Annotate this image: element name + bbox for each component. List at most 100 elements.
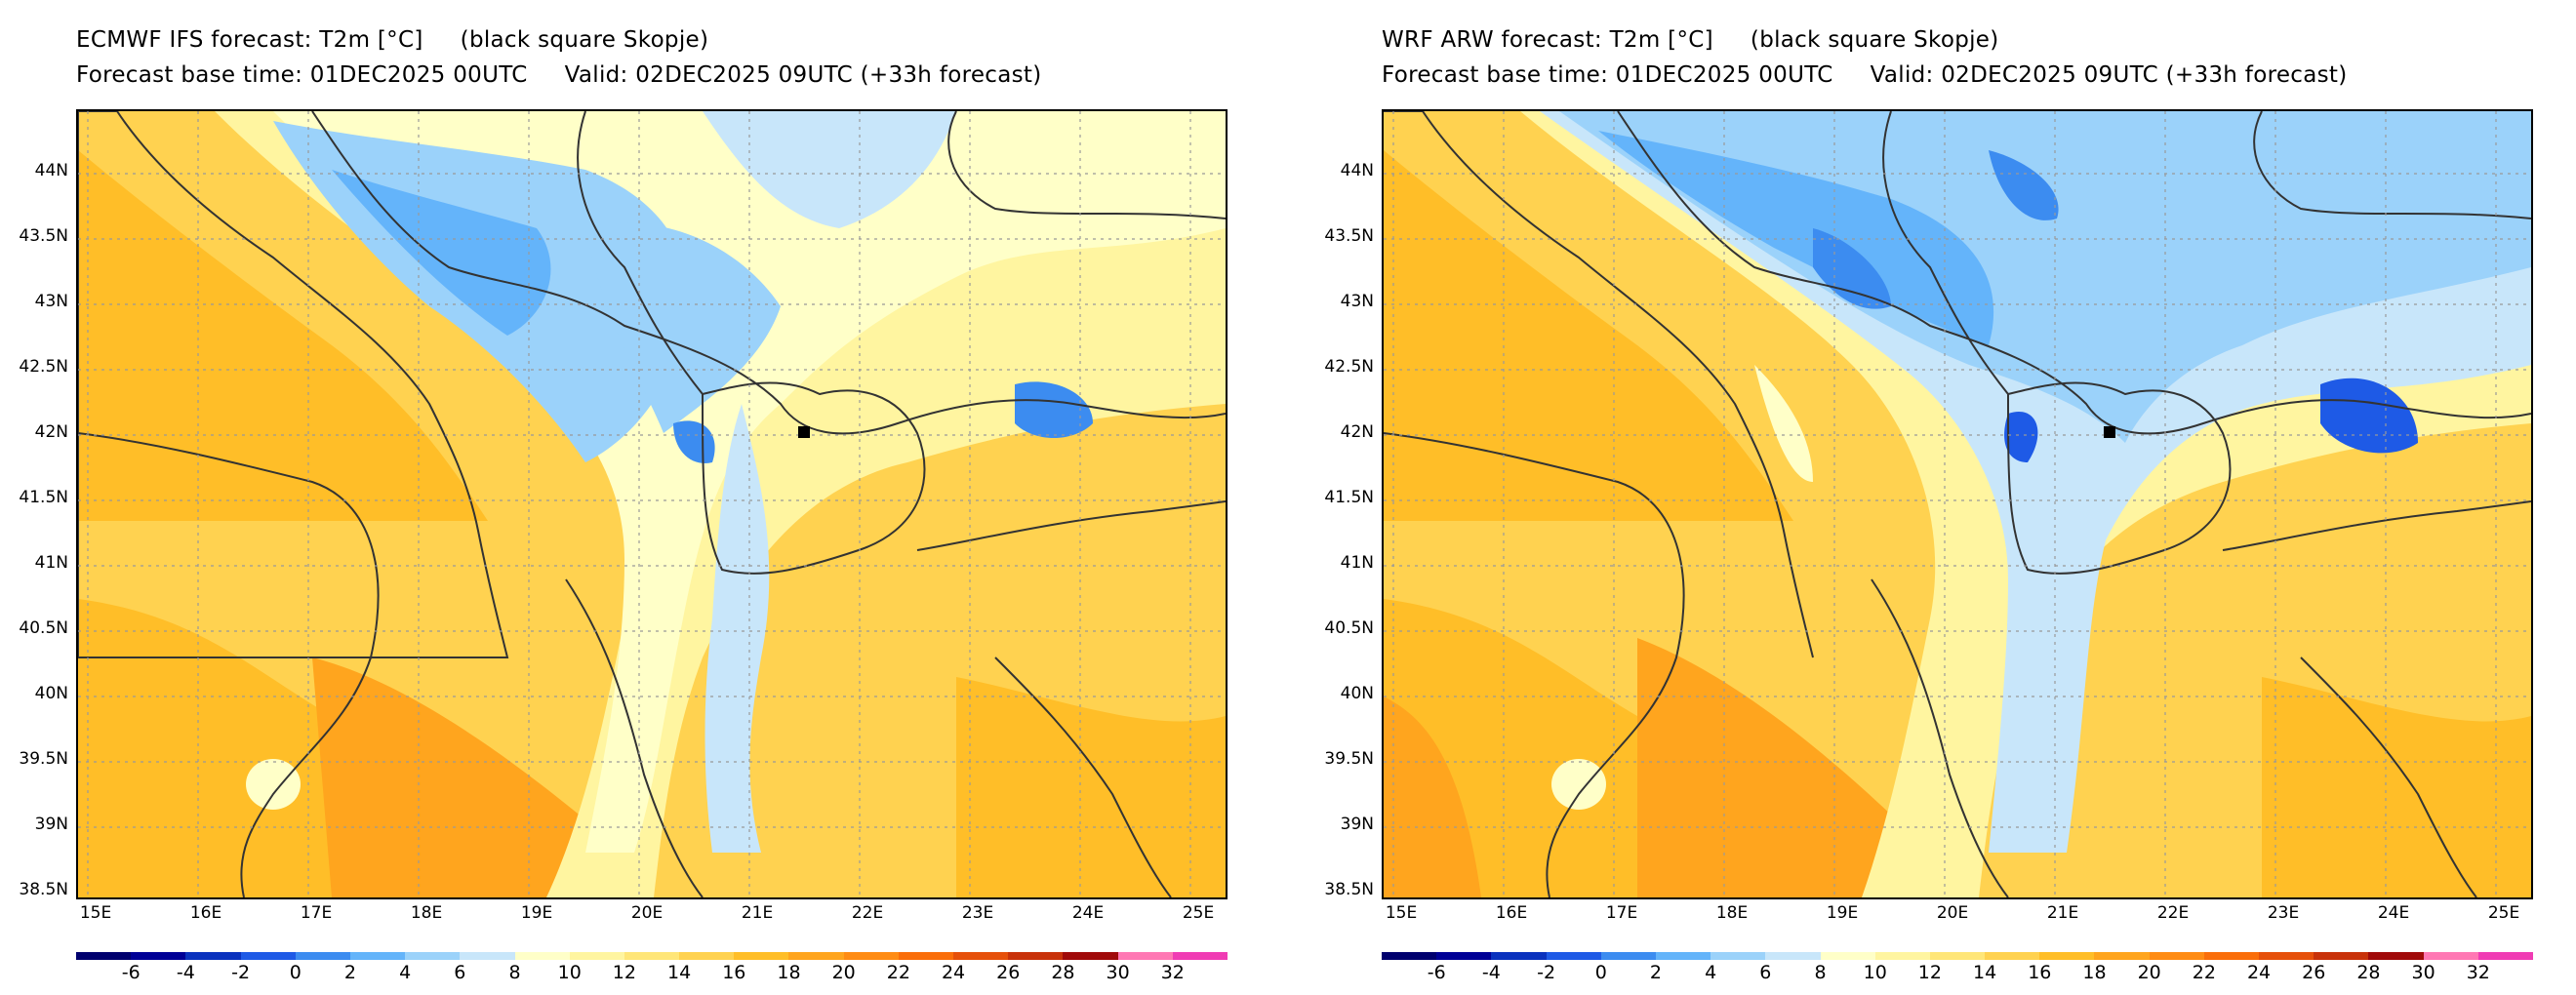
lon-label: 17E [1605, 903, 1638, 923]
colorbar-label: 8 [508, 962, 521, 983]
colorbar-swatch [624, 952, 680, 960]
lon-label: 25E [1182, 903, 1215, 923]
colorbar-label: 4 [1705, 962, 1717, 983]
colorbar-swatch [788, 952, 844, 960]
colorbar-swatch [514, 952, 570, 960]
lat-label: 42.5N [19, 357, 68, 377]
coastline [78, 111, 509, 658]
colorbar-label: 18 [2082, 962, 2107, 983]
panel-subtitle: Forecast base time: 01DEC2025 00UTC Vali… [1382, 62, 2348, 88]
lat-label: 38.5N [1324, 880, 1374, 899]
colorbar-swatch [2259, 952, 2314, 960]
colorbar-swatch [460, 952, 515, 960]
lon-label: 19E [1826, 903, 1859, 923]
lat-label: 41.5N [19, 488, 68, 507]
colorbar-label: 22 [886, 962, 910, 983]
lon-label: 21E [2046, 903, 2079, 923]
colorbar-label: 20 [831, 962, 856, 983]
colorbar-swatch [2368, 952, 2424, 960]
colorbar-label: 0 [289, 962, 302, 983]
lon-label: 15E [79, 903, 112, 923]
colorbar-label: 32 [1160, 962, 1185, 983]
colorbar-swatch [2149, 952, 2204, 960]
lon-label: 16E [189, 903, 222, 923]
lat-label: 42.5N [1324, 357, 1374, 377]
colorbar-swatch [679, 952, 735, 960]
colorbar-swatch [898, 952, 953, 960]
colorbar-swatch [76, 952, 132, 960]
colorbar-label: 10 [557, 962, 582, 983]
lon-label: 24E [1071, 903, 1105, 923]
colorbar [76, 952, 1228, 960]
lon-label: 20E [630, 903, 664, 923]
skopje-marker [798, 426, 810, 438]
lon-label: 23E [961, 903, 994, 923]
colorbar-swatch [1874, 952, 1930, 960]
lat-label: 44N [1340, 161, 1374, 180]
colorbar-label: 12 [1917, 962, 1942, 983]
colorbar [1382, 952, 2533, 960]
colorbar-label: 28 [2356, 962, 2381, 983]
lat-label: 40.5N [19, 618, 68, 638]
lat-label: 38.5N [19, 880, 68, 899]
colorbar-label: 30 [1106, 962, 1130, 983]
colorbar-swatch [1382, 952, 1437, 960]
lat-label: 40N [1340, 684, 1374, 703]
panel-title: WRF ARW forecast: T2m [°C] (black square… [1382, 27, 1999, 53]
colorbar-swatch [2477, 952, 2533, 960]
colorbar-swatch [2314, 952, 2369, 960]
colorbar-swatch [1765, 952, 1821, 960]
lat-label: 40N [34, 684, 68, 703]
colorbar-label: 20 [2137, 962, 2161, 983]
lon-label: 20E [1936, 903, 1969, 923]
colorbar-label: 28 [1051, 962, 1075, 983]
lon-label: 23E [2267, 903, 2300, 923]
map-svg [1384, 111, 2531, 897]
lat-label: 39.5N [19, 749, 68, 769]
lat-label: 42N [1340, 422, 1374, 442]
lat-label: 39N [34, 815, 68, 834]
lat-label: 43.5N [1324, 226, 1374, 246]
panel-title: ECMWF IFS forecast: T2m [°C] (black squa… [76, 27, 709, 53]
colorbar-label: 16 [722, 962, 746, 983]
colorbar-swatch [2094, 952, 2150, 960]
colorbar-label: 4 [399, 962, 412, 983]
colorbar-label: 24 [941, 962, 966, 983]
colorbar-label: 10 [1863, 962, 1887, 983]
colorbar-label: 0 [1594, 962, 1607, 983]
colorbar-swatch [240, 952, 296, 960]
colorbar-swatch [734, 952, 789, 960]
colorbar-label: 6 [454, 962, 466, 983]
lon-label: 25E [2487, 903, 2520, 923]
colorbar-swatch [569, 952, 624, 960]
forecast-map [1382, 109, 2533, 899]
graticule [78, 111, 1226, 897]
colorbar-label: 18 [777, 962, 801, 983]
colorbar-swatch [1436, 952, 1492, 960]
forecast-map [76, 109, 1228, 899]
colorbar-label: -2 [231, 962, 251, 983]
colorbar-swatch [405, 952, 461, 960]
hot-region [312, 657, 624, 897]
lat-label: 41.5N [1324, 488, 1374, 507]
lon-label: 18E [410, 903, 443, 923]
colorbar-label: -6 [1427, 962, 1446, 983]
macedonia-border [701, 381, 926, 575]
colorbar-swatch [1008, 952, 1064, 960]
ecmwf-panel: ECMWF IFS forecast: T2m [°C] (black squa… [19, 27, 1228, 983]
colorbar-label: 26 [2302, 962, 2326, 983]
colorbar-swatch [1711, 952, 1766, 960]
lat-label: 39N [1340, 815, 1374, 834]
lat-label: 39.5N [1324, 749, 1374, 769]
lon-label: 19E [520, 903, 553, 923]
colorbar-label: 8 [1814, 962, 1827, 983]
colorbar-label: 2 [1649, 962, 1662, 983]
wrf-panel: WRF ARW forecast: T2m [°C] (black square… [1306, 0, 2576, 995]
colorbar-swatch [131, 952, 186, 960]
lat-label: 43N [1340, 292, 1374, 311]
colorbar-label: -4 [176, 962, 195, 983]
panel-subtitle: Forecast base time: 01DEC2025 00UTC Vali… [76, 62, 1042, 88]
colorbar-label: 2 [343, 962, 356, 983]
map-svg [78, 111, 1226, 897]
lon-label: 18E [1715, 903, 1749, 923]
